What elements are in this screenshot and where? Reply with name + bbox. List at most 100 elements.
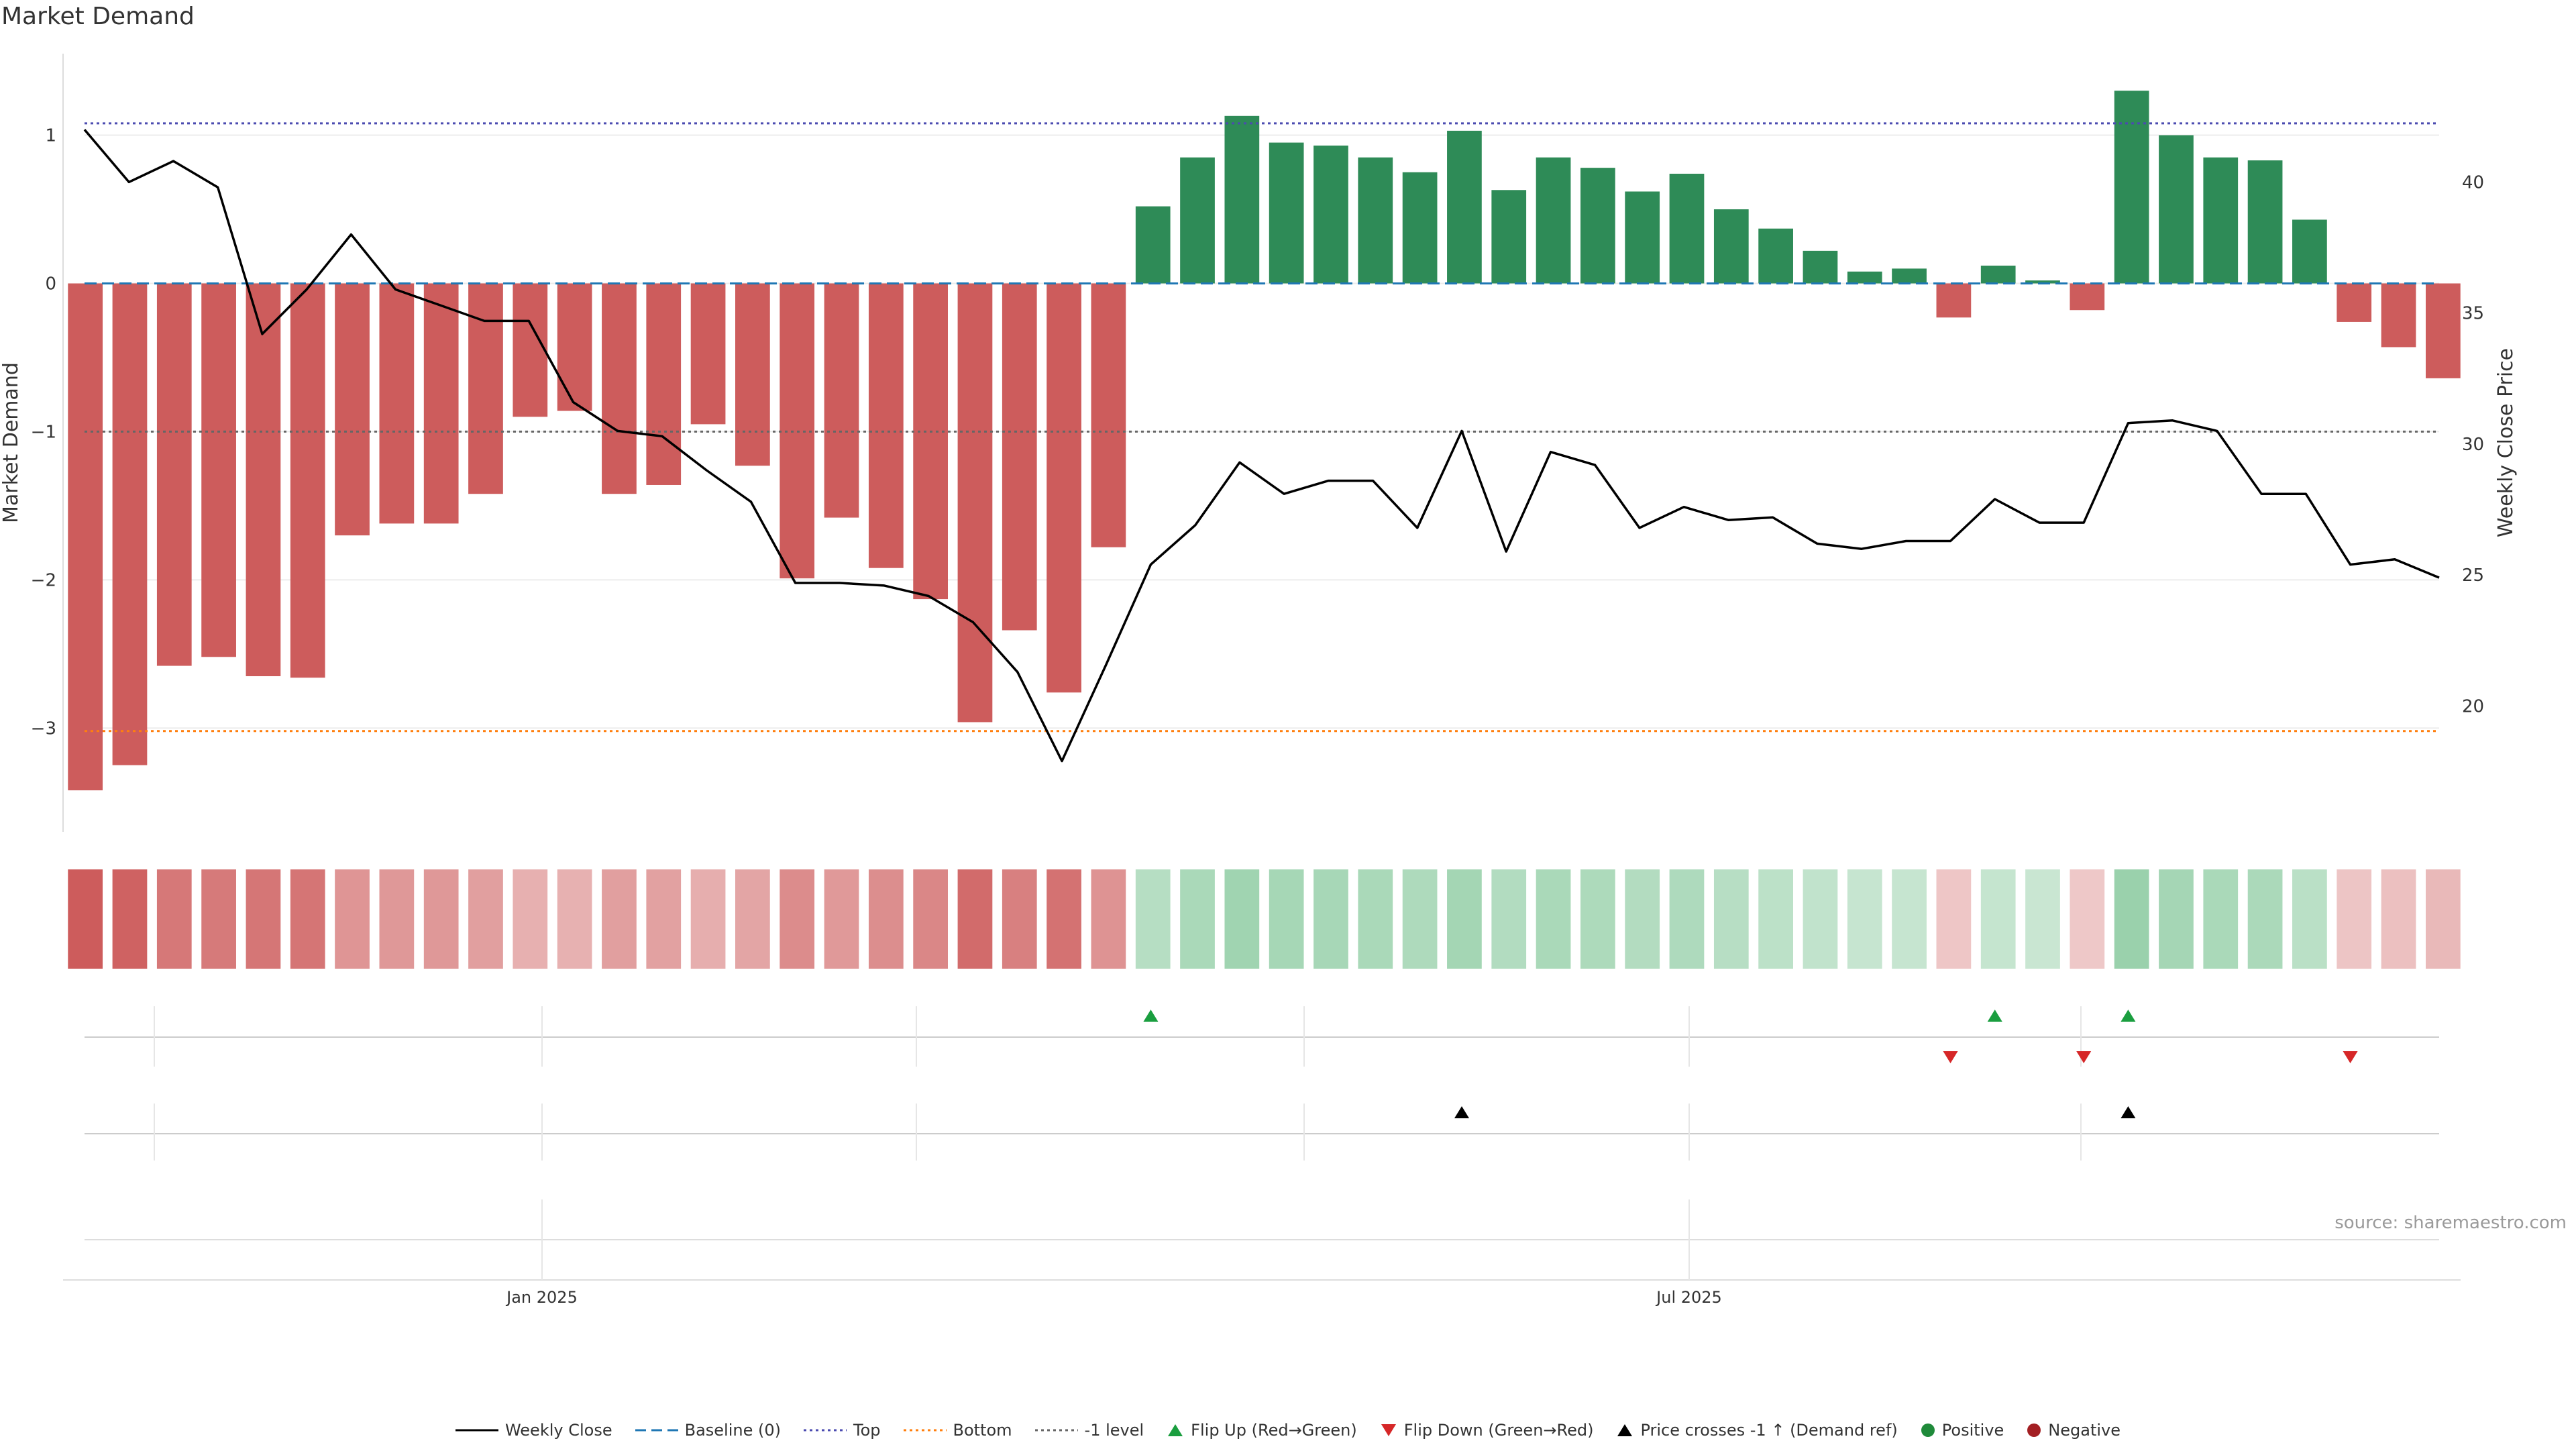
demand-bar — [1669, 173, 1705, 284]
legend: Weekly Close Baseline (0) Top Bottom -1 … — [0, 1421, 2576, 1440]
demand-bar — [1313, 145, 1348, 284]
right-axis-label: Weekly Close Price — [2494, 348, 2518, 537]
intensity-cell — [1580, 869, 1615, 969]
intensity-cell — [1847, 869, 1882, 969]
legend-item-bottom: Bottom — [903, 1421, 1012, 1440]
flip-up-marker — [1987, 1010, 2002, 1022]
intensity-cell — [1046, 869, 1081, 969]
left-y-tick-label: −2 — [31, 570, 56, 590]
intensity-cell — [2203, 869, 2239, 969]
demand-bar — [1046, 283, 1081, 693]
demand-bar — [1580, 168, 1615, 284]
left-y-tick-label: 1 — [45, 126, 56, 146]
chart-title: Market Demand — [1, 3, 195, 30]
intensity-cell — [1491, 869, 1527, 969]
intensity-cell — [557, 869, 592, 969]
legend-item-minus-one: -1 level — [1034, 1421, 1144, 1440]
legend-item-flip-down: Flip Down (Green→Red) — [1380, 1421, 1594, 1440]
legend-label: Flip Down (Green→Red) — [1403, 1421, 1594, 1440]
intensity-cell — [1135, 869, 1171, 969]
intensity-cell — [156, 869, 192, 969]
triangle-down-icon — [1381, 1424, 1396, 1436]
intensity-cell — [1447, 869, 1482, 969]
intensity-cell — [1269, 869, 1304, 969]
demand-bar — [557, 283, 592, 411]
legend-item-weekly-close: Weekly Close — [455, 1421, 612, 1440]
demand-bar — [2381, 283, 2416, 347]
intensity-cell — [957, 869, 993, 969]
intensity-cell — [2114, 869, 2149, 969]
flip-down-marker — [2343, 1051, 2358, 1063]
demand-bar — [1091, 283, 1126, 547]
intensity-cell — [2425, 869, 2461, 969]
demand-bar — [335, 283, 370, 536]
demand-bar — [1224, 115, 1260, 284]
intensity-cell — [1713, 869, 1749, 969]
demand-bar — [1980, 265, 2016, 284]
intensity-cell — [780, 869, 815, 969]
flip-up-marker — [1143, 1010, 1159, 1022]
demand-bar — [1892, 268, 1927, 284]
demand-bar — [1625, 191, 1660, 284]
legend-label: Negative — [2048, 1421, 2121, 1440]
flip-down-marker — [1943, 1051, 1958, 1063]
demand-bar — [2025, 280, 2060, 284]
demand-bar — [1758, 228, 1793, 284]
intensity-cell — [913, 869, 949, 969]
triangle-up-icon — [1168, 1424, 1183, 1436]
demand-bar — [290, 283, 325, 678]
legend-item-negative: Negative — [2027, 1421, 2121, 1440]
intensity-cell — [1892, 869, 1927, 969]
intensity-cell — [379, 869, 415, 969]
intensity-cell — [1980, 869, 2016, 969]
price-cross-marker — [1454, 1106, 1470, 1118]
demand-bar — [2159, 135, 2194, 284]
demand-bar — [1936, 283, 1972, 318]
dot-icon — [2027, 1424, 2041, 1437]
demand-bar — [2425, 283, 2461, 378]
right-y-tick-label: 40 — [2462, 172, 2484, 193]
intensity-cell — [1180, 869, 1215, 969]
intensity-cell — [1224, 869, 1260, 969]
demand-bar — [646, 283, 682, 485]
legend-label: Price crosses -1 ↑ (Demand ref) — [1640, 1421, 1898, 1440]
demand-bar — [1269, 142, 1304, 284]
intensity-cell — [1936, 869, 1972, 969]
intensity-cell — [1803, 869, 1838, 969]
source-note: source: sharemaestro.com — [2334, 1213, 2567, 1233]
demand-bar — [201, 283, 236, 657]
legend-label: Weekly Close — [504, 1421, 612, 1440]
demand-bar — [602, 283, 637, 494]
intensity-cell — [1358, 869, 1393, 969]
demand-bar — [2337, 283, 2372, 322]
dotted-line-icon — [804, 1429, 847, 1432]
legend-label: Bottom — [953, 1421, 1012, 1440]
demand-bar — [1803, 250, 1838, 284]
triangle-up-icon — [1617, 1424, 1633, 1436]
intensity-cell — [1669, 869, 1705, 969]
left-y-tick-label: −1 — [31, 422, 56, 442]
x-tick-label: Jan 2025 — [505, 1288, 578, 1307]
intensity-cell — [2247, 869, 2283, 969]
intensity-cell — [2337, 869, 2372, 969]
demand-bar — [423, 283, 459, 524]
intensity-cell — [246, 869, 281, 969]
demand-bar — [1402, 172, 1438, 284]
demand-bar — [1358, 157, 1393, 284]
demand-bar — [735, 283, 770, 466]
legend-label: Top — [853, 1421, 881, 1440]
legend-item-flip-up: Flip Up (Red→Green) — [1167, 1421, 1357, 1440]
demand-bar — [468, 283, 503, 494]
dashed-line-icon — [635, 1429, 678, 1432]
demand-bar — [1847, 271, 1882, 284]
demand-bar — [379, 283, 415, 524]
intensity-cell — [2381, 869, 2416, 969]
legend-label: Positive — [1941, 1421, 2004, 1440]
demand-bar — [824, 283, 859, 518]
demand-bar — [112, 283, 148, 765]
intensity-cell — [2070, 869, 2105, 969]
demand-bar — [868, 283, 904, 568]
intensity-cell — [112, 869, 148, 969]
demand-bar — [2070, 283, 2105, 311]
